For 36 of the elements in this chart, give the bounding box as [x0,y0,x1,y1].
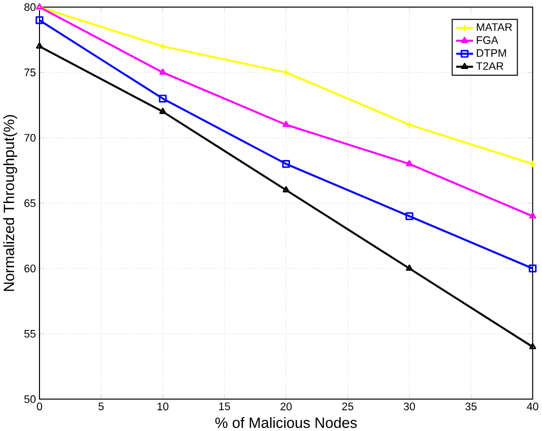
x-tick-label: 35 [465,402,477,410]
x-tick-label: 10 [158,402,168,410]
y-tick-label: 70 [24,134,36,142]
legend-label: T2AR [476,62,504,70]
legend-label: DTPM [476,49,506,57]
y-tick-label: 50 [24,395,36,403]
point [159,68,166,75]
y-tick-label: 80 [24,3,36,11]
x-tick-label: 0 [36,402,42,410]
x-tick-label: 30 [404,402,415,410]
point [405,212,414,220]
point [282,120,290,127]
point [36,16,44,24]
y-tick-label: 75 [24,68,36,76]
x-tick-label: 5 [98,402,104,410]
x-tick-label: 40 [526,402,538,410]
point [282,68,290,76]
point [158,42,167,50]
point [405,120,414,128]
legend-label: MATAR [476,23,512,31]
y-tick-label: 65 [24,199,36,207]
y-axis-title: Normalized Throughput(%) [3,114,18,291]
x-tick-label: 15 [219,402,230,410]
x-axis-title: % of Malicious Nodes [215,416,357,428]
point [282,186,290,192]
legend-label: FGA [476,36,498,44]
y-tick-label: 55 [24,330,36,338]
x-tick-label: 20 [280,402,292,410]
y-tick-label: 60 [24,264,36,272]
point [528,264,537,272]
x-tick-label: 25 [342,402,354,410]
point [282,160,290,168]
point [159,108,166,114]
point [158,94,167,102]
point [406,160,413,166]
point [406,264,413,271]
